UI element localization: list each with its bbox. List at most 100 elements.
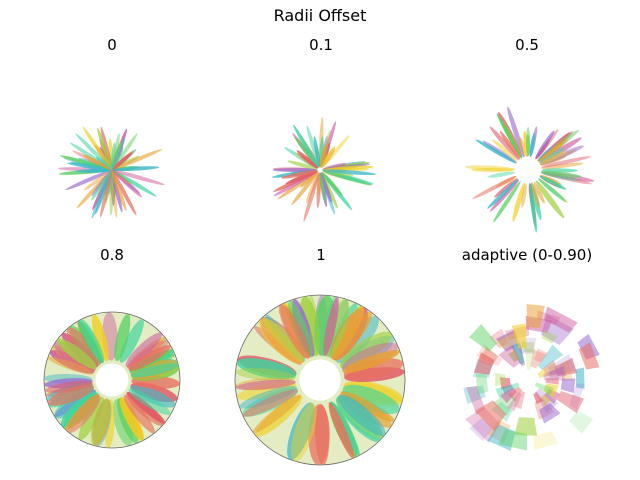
petal (538, 139, 568, 162)
panel-title-0-1: 0.1 (309, 36, 333, 54)
petal (48, 384, 94, 406)
petal (470, 167, 515, 172)
petal (111, 169, 137, 216)
figure-title: Radii Offset (273, 6, 367, 25)
petal (242, 389, 299, 417)
petal (521, 183, 527, 208)
petal (111, 133, 138, 171)
petal (111, 169, 157, 197)
center-hole (515, 157, 541, 183)
petal (57, 338, 97, 370)
petal (287, 160, 318, 170)
segment (508, 349, 520, 363)
segment (475, 373, 488, 395)
petal (308, 295, 320, 356)
petal (343, 358, 404, 380)
petal (78, 396, 105, 441)
segment (537, 361, 560, 378)
petal (75, 133, 113, 171)
segment (469, 418, 493, 442)
center-hole (317, 167, 323, 173)
petal (47, 356, 94, 375)
petal (91, 398, 111, 446)
petal (128, 344, 171, 371)
segment (514, 417, 538, 436)
segment (466, 386, 486, 415)
petal (540, 172, 592, 185)
petal (472, 175, 517, 200)
polar-panel-3 (43, 311, 181, 449)
polar-panel-4 (234, 294, 406, 466)
petal (112, 398, 134, 446)
petal (342, 384, 400, 414)
petal (475, 139, 517, 164)
segment (559, 360, 573, 381)
petal (111, 137, 126, 171)
segment (525, 348, 536, 370)
segment (469, 324, 498, 352)
segment (526, 304, 545, 329)
petal (125, 332, 162, 368)
petal (539, 175, 567, 190)
segment (541, 329, 558, 344)
petal (539, 147, 565, 164)
polar-panel-2 (465, 106, 595, 233)
petal (293, 124, 319, 168)
segment (499, 377, 511, 390)
petal (65, 393, 100, 431)
polar-panel-1 (271, 116, 377, 222)
petal (287, 402, 315, 460)
petal (322, 169, 377, 176)
segment (530, 349, 546, 369)
petal (75, 168, 113, 173)
petal (111, 152, 133, 171)
segment (533, 392, 543, 405)
segment (498, 344, 521, 368)
petal (535, 180, 565, 219)
center-hole (95, 363, 129, 397)
panel-title-0-8: 0.8 (100, 246, 124, 264)
petal (519, 136, 526, 158)
petal (487, 171, 515, 178)
petal (291, 403, 317, 462)
petal (80, 319, 105, 363)
segment (539, 402, 561, 424)
petal (291, 172, 319, 206)
petal (465, 165, 515, 171)
segment (534, 382, 555, 397)
segment (547, 353, 576, 376)
petal (337, 394, 386, 436)
petal (235, 368, 296, 382)
petal (119, 397, 144, 441)
segment (500, 387, 517, 404)
segment (543, 306, 578, 333)
segment (545, 377, 559, 385)
petal (90, 398, 110, 446)
segment (487, 419, 511, 444)
petal (529, 132, 536, 157)
petal (91, 314, 109, 362)
panel-title-1: 1 (316, 246, 326, 264)
segment (463, 385, 486, 405)
segment (478, 346, 499, 367)
petal (44, 380, 93, 393)
petal (300, 171, 319, 188)
petal (82, 126, 113, 171)
petal (111, 169, 127, 212)
segment (578, 342, 600, 370)
petal (114, 313, 131, 362)
petal (258, 318, 305, 365)
petal (319, 172, 326, 203)
petal (328, 402, 354, 459)
segment (543, 366, 566, 381)
petal (526, 126, 531, 157)
center-hole (299, 359, 341, 401)
segment (540, 394, 552, 406)
petal (111, 169, 143, 198)
segment (489, 328, 509, 349)
petal (278, 304, 311, 359)
segment (534, 388, 558, 414)
segment (543, 383, 559, 398)
segment (569, 383, 585, 410)
segment (569, 410, 594, 434)
